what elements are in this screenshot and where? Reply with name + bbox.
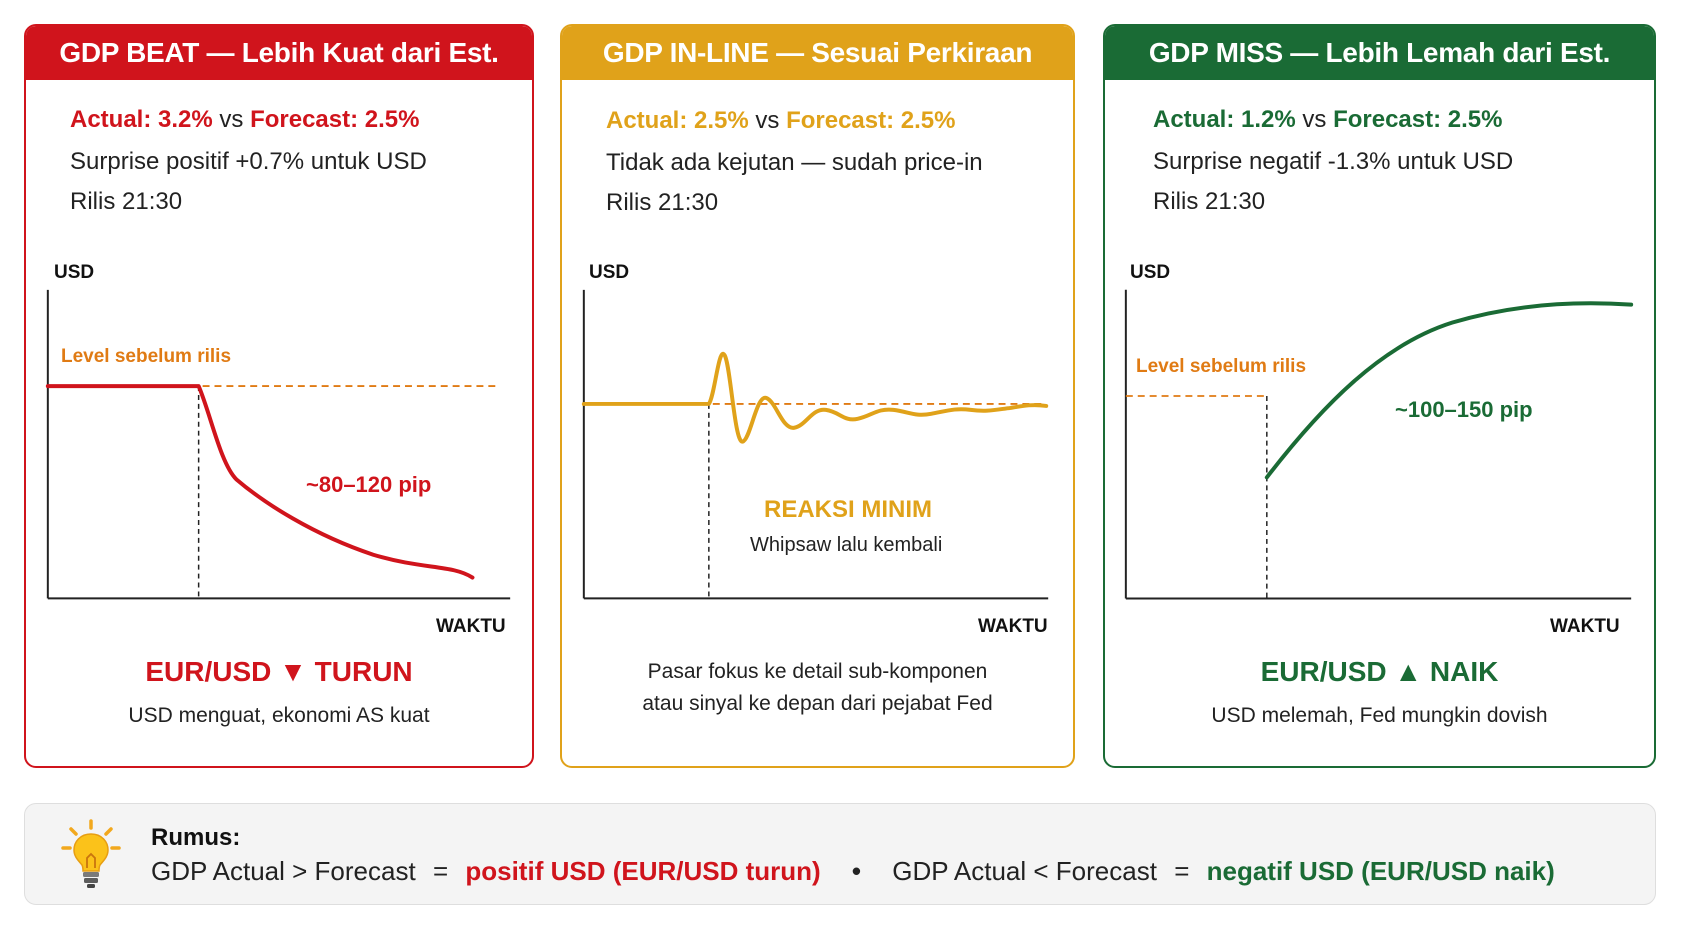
formula-equals-2: = (1174, 856, 1190, 886)
vs-text: vs (219, 106, 244, 133)
actual-vs-forecast: Actual: 1.2% vs Forecast: 2.5% (1153, 106, 1502, 134)
x-axis-label: WAKTU (1550, 616, 1620, 637)
reaction-title: REAKSI MINIM (764, 496, 932, 523)
usd-whipsaw-line (581, 351, 1049, 444)
formula-row: GDP Actual > Forecast = positif USD (EUR… (151, 856, 1555, 887)
card-header: GDP BEAT — Lebih Kuat dari Est. (26, 26, 532, 80)
result-label: EUR/USD ▲ NAIK (1260, 656, 1499, 687)
result-label: EUR/USD ▼ TURUN (145, 656, 413, 687)
level-label: Level sebelum rilis (1136, 356, 1307, 377)
usd-chart (1124, 289, 1634, 600)
actual-value: Actual: 1.2% (1153, 106, 1296, 133)
actual-vs-forecast: Actual: 2.5% vs Forecast: 2.5% (606, 107, 955, 135)
formula-bullet: • (851, 856, 862, 886)
y-axis-label: USD (589, 262, 630, 283)
x-axis-label: WAKTU (978, 616, 1048, 637)
y-axis-label: USD (1130, 262, 1171, 283)
actual-value: Actual: 2.5% (606, 107, 749, 134)
surprise-text: Tidak ada kejutan — sudah price-in (606, 149, 983, 176)
formula-part-2: GDP Actual < Forecast (892, 856, 1157, 886)
formula-box: Rumus: GDP Actual > Forecast = positif U… (24, 803, 1656, 905)
result-caption: USD menguat, ekonomi AS kuat (128, 704, 430, 727)
vs-text: vs (1302, 106, 1327, 133)
usd-chart (581, 289, 1049, 600)
x-axis-label: WAKTU (436, 616, 506, 637)
pip-move-label: ~80–120 pip (306, 472, 432, 497)
caption-line-1: Pasar fokus ke detail sub-komponen (647, 660, 988, 683)
release-time: Rilis 21:30 (70, 188, 183, 215)
level-label: Level sebelum rilis (61, 346, 232, 367)
reaction-subtitle: Whipsaw lalu kembali (750, 534, 943, 556)
formula-result-2: negatif USD (EUR/USD naik) (1206, 856, 1555, 886)
y-axis-label: USD (54, 262, 95, 283)
surprise-text: Surprise positif +0.7% untuk USD (70, 148, 427, 175)
formula-equals-1: = (432, 856, 449, 886)
pip-move-label: ~100–150 pip (1395, 397, 1533, 422)
card-header: GDP IN-LINE — Sesuai Perkiraan (562, 26, 1073, 80)
card-gdp-beat: GDP BEAT — Lebih Kuat dari Est. Actual: … (24, 24, 534, 768)
usd-rise-line (1264, 301, 1634, 480)
card-header: GDP MISS — Lebih Lemah dari Est. (1105, 26, 1654, 80)
actual-vs-forecast: Actual: 3.2% vs Forecast: 2.5% (70, 106, 419, 134)
release-time: Rilis 21:30 (606, 189, 719, 216)
result-caption: USD melemah, Fed mungkin dovish (1211, 704, 1548, 727)
release-time: Rilis 21:30 (1153, 188, 1266, 215)
formula-part-1: GDP Actual > Forecast (151, 856, 416, 886)
surprise-text: Surprise negatif -1.3% untuk USD (1153, 148, 1514, 175)
forecast-value: Forecast: 2.5% (1333, 106, 1503, 133)
forecast-value: Forecast: 2.5% (250, 106, 420, 133)
usd-chart (45, 289, 511, 600)
card-gdp-miss: GDP MISS — Lebih Lemah dari Est. Actual:… (1103, 24, 1656, 768)
card-gdp-inline: GDP IN-LINE — Sesuai Perkiraan Actual: 2… (560, 24, 1075, 768)
caption-line-2: atau sinyal ke depan dari pejabat Fed (642, 692, 993, 715)
formula-title: Rumus: (151, 824, 241, 851)
vs-text: vs (755, 107, 780, 134)
forecast-value: Forecast: 2.5% (786, 107, 956, 134)
actual-value: Actual: 3.2% (70, 106, 213, 133)
lightbulb-icon (61, 819, 121, 888)
formula-result-1: positif USD (EUR/USD turun) (465, 856, 821, 886)
